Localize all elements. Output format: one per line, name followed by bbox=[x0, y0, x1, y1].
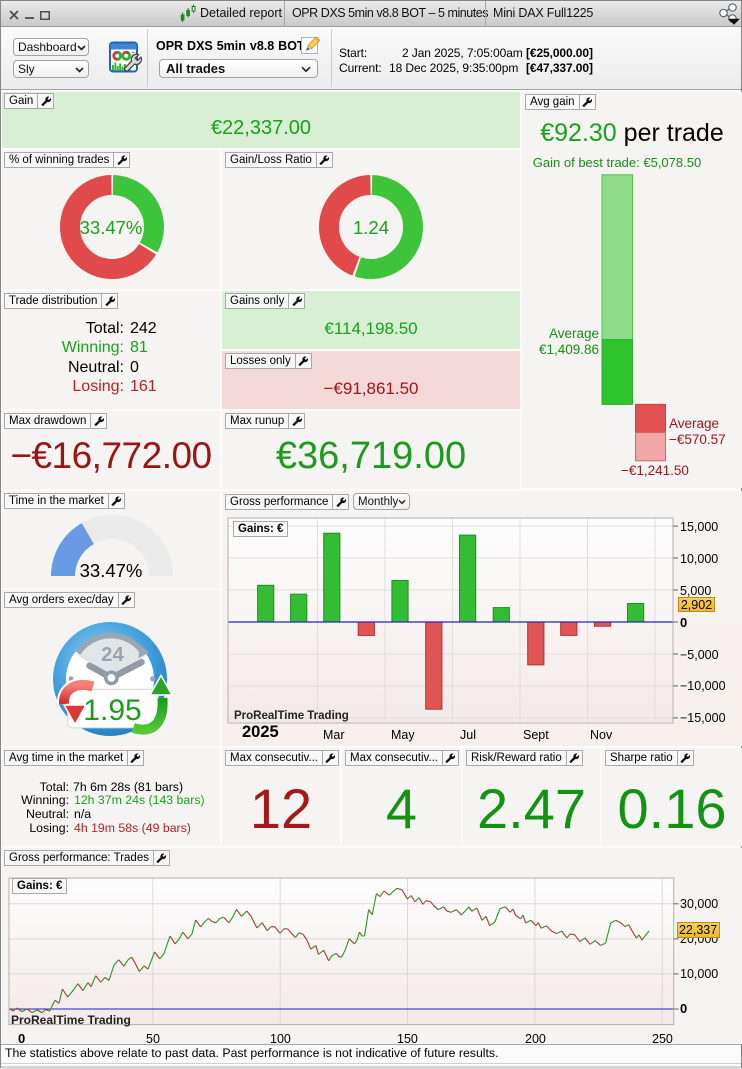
svg-text:1.95: 1.95 bbox=[83, 694, 141, 727]
svg-text:24: 24 bbox=[101, 643, 124, 666]
